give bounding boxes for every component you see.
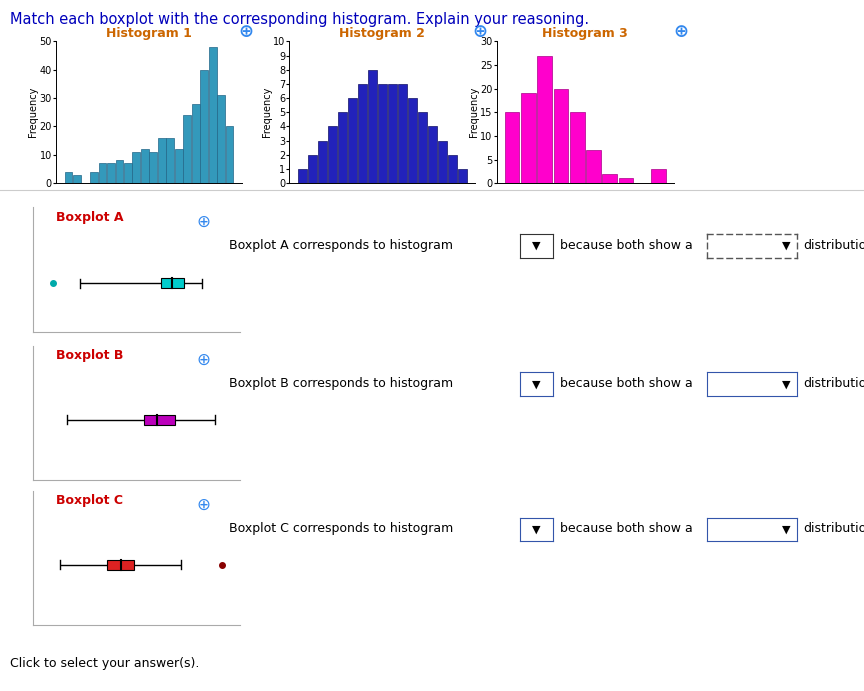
Bar (167, 138, 174, 183)
Text: ⊕: ⊕ (196, 496, 210, 514)
Bar (90, 172, 98, 183)
Bar (161, 278, 184, 289)
Text: ▼: ▼ (532, 524, 541, 534)
Bar (116, 160, 124, 183)
Text: Click to select your answer(s).: Click to select your answer(s). (10, 657, 200, 670)
Bar (175, 149, 182, 183)
Bar (428, 126, 437, 183)
Text: ▼: ▼ (782, 524, 791, 534)
Text: Boxplot C corresponds to histogram: Boxplot C corresponds to histogram (229, 522, 454, 535)
Bar (107, 163, 115, 183)
Text: ▼: ▼ (782, 379, 791, 389)
Bar (200, 70, 208, 183)
Bar (192, 104, 200, 183)
Bar (554, 88, 569, 183)
Bar (65, 172, 73, 183)
Bar (358, 84, 367, 183)
Bar (570, 113, 585, 183)
Bar (143, 415, 175, 425)
Text: ⊕: ⊕ (196, 213, 210, 231)
Text: because both show a: because both show a (560, 239, 693, 252)
Bar (141, 149, 149, 183)
Y-axis label: Frequency: Frequency (469, 87, 479, 138)
Text: Boxplot C: Boxplot C (56, 494, 124, 507)
Bar (107, 560, 134, 570)
Y-axis label: Frequency: Frequency (29, 87, 38, 138)
Bar (408, 98, 416, 183)
Bar (327, 126, 337, 183)
Bar (438, 141, 447, 183)
Bar (505, 113, 519, 183)
Bar (183, 115, 191, 183)
Bar (378, 84, 387, 183)
Text: Match each boxplot with the corresponding histogram. Explain your reasoning.: Match each boxplot with the correspondin… (10, 12, 589, 28)
Title: Histogram 3: Histogram 3 (543, 27, 628, 40)
Bar (418, 113, 427, 183)
Title: Histogram 2: Histogram 2 (340, 27, 425, 40)
Bar (521, 93, 536, 183)
Bar (298, 169, 307, 183)
Text: Boxplot B corresponds to histogram: Boxplot B corresponds to histogram (229, 377, 453, 390)
Text: distribution.: distribution. (804, 239, 864, 252)
Text: distribution.: distribution. (804, 377, 864, 390)
Bar (132, 152, 140, 183)
Bar (226, 126, 233, 183)
Bar (98, 163, 106, 183)
Bar (218, 95, 225, 183)
Bar (448, 155, 457, 183)
Bar (586, 150, 600, 183)
Bar (619, 178, 633, 183)
Bar (368, 70, 377, 183)
Text: Boxplot A: Boxplot A (56, 211, 124, 224)
Bar (308, 155, 317, 183)
Bar (124, 163, 131, 183)
Text: ▼: ▼ (532, 379, 541, 389)
Text: ▼: ▼ (532, 241, 541, 251)
Bar (397, 84, 407, 183)
Bar (458, 169, 467, 183)
Text: because both show a: because both show a (560, 377, 693, 390)
Text: ▼: ▼ (782, 241, 791, 251)
Text: ⊕: ⊕ (238, 23, 254, 41)
Bar (73, 175, 80, 183)
Text: ⊕: ⊕ (673, 23, 689, 41)
Text: distribution.: distribution. (804, 522, 864, 535)
Text: Boxplot A corresponds to histogram: Boxplot A corresponds to histogram (229, 239, 453, 252)
Bar (338, 113, 346, 183)
Y-axis label: Frequency: Frequency (262, 87, 271, 138)
Bar (318, 141, 327, 183)
Bar (209, 47, 217, 183)
Bar (348, 98, 357, 183)
Text: ⊕: ⊕ (472, 23, 487, 41)
Bar (602, 173, 617, 183)
Title: Histogram 1: Histogram 1 (106, 27, 192, 40)
Bar (158, 138, 166, 183)
Text: because both show a: because both show a (560, 522, 693, 535)
Bar (388, 84, 397, 183)
Text: Boxplot B: Boxplot B (56, 349, 124, 362)
Bar (651, 169, 666, 183)
Bar (149, 152, 157, 183)
Text: ⊕: ⊕ (196, 351, 210, 369)
Bar (537, 56, 552, 183)
